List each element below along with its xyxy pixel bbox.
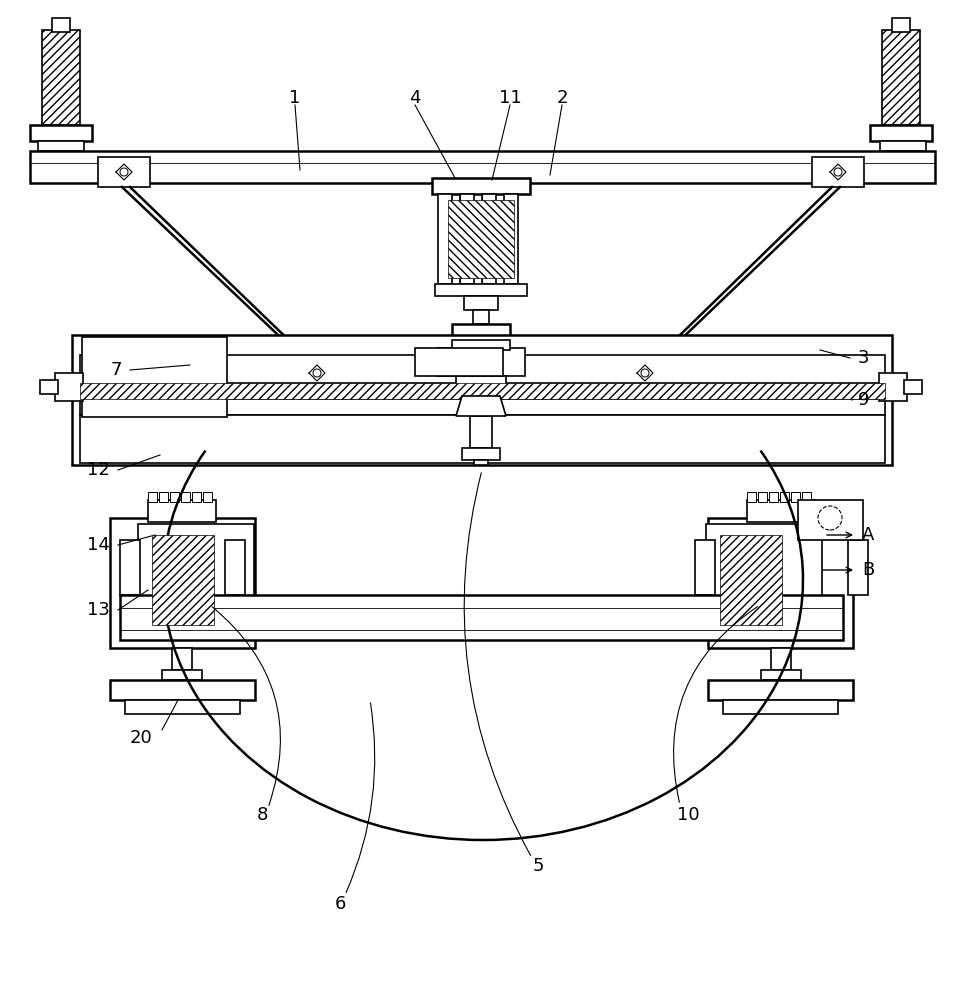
Bar [152, 535, 214, 625]
Bar [38, 141, 84, 151]
Bar [225, 540, 245, 595]
Bar [110, 518, 255, 648]
Bar [791, 492, 800, 502]
Bar [780, 492, 789, 502]
Bar [464, 338, 498, 348]
Bar [474, 460, 488, 465]
Bar [148, 500, 216, 522]
Bar [72, 335, 892, 465]
Bar [747, 500, 815, 522]
Bar [438, 194, 452, 284]
Bar [172, 648, 192, 670]
Text: A: A [862, 526, 874, 544]
Bar [462, 448, 500, 460]
Bar [723, 700, 838, 714]
Bar [708, 680, 853, 700]
Bar [706, 524, 822, 640]
Bar [148, 492, 157, 502]
Bar [473, 310, 489, 324]
Text: 6: 6 [334, 895, 346, 913]
Bar [470, 416, 492, 448]
Bar [456, 376, 506, 396]
Text: 2: 2 [556, 89, 568, 107]
Bar [110, 680, 255, 700]
Bar [761, 670, 801, 680]
Bar [631, 362, 659, 384]
Bar [870, 125, 932, 141]
Bar [798, 500, 863, 540]
Bar [802, 492, 811, 502]
Bar [30, 151, 935, 183]
Bar [460, 194, 474, 284]
Bar [80, 355, 885, 383]
Bar [82, 337, 227, 417]
Text: 4: 4 [410, 89, 421, 107]
Bar [708, 518, 853, 648]
Bar [812, 157, 864, 187]
Bar [720, 535, 782, 625]
Circle shape [120, 168, 128, 176]
Bar [695, 540, 715, 595]
Bar [848, 540, 868, 595]
Bar [452, 340, 510, 350]
Bar [203, 492, 212, 502]
Polygon shape [456, 396, 506, 416]
Text: 9: 9 [858, 391, 869, 409]
Text: 8: 8 [256, 806, 268, 824]
Text: 10: 10 [677, 806, 699, 824]
Bar [879, 373, 907, 401]
Bar [880, 141, 926, 151]
Bar [415, 348, 503, 376]
Bar [435, 284, 527, 296]
Bar [758, 492, 767, 502]
Circle shape [834, 168, 842, 176]
Bar [30, 125, 92, 141]
Text: 14: 14 [87, 536, 110, 554]
Bar [138, 524, 254, 640]
Bar [882, 30, 920, 125]
Bar [464, 296, 498, 310]
Text: 7: 7 [110, 361, 122, 379]
Circle shape [818, 506, 842, 530]
Bar [181, 492, 190, 502]
Bar [125, 700, 240, 714]
Bar [120, 540, 140, 595]
Bar [80, 383, 885, 399]
Text: 20: 20 [129, 729, 152, 747]
Bar [80, 399, 885, 415]
Bar [55, 373, 83, 401]
Text: 11: 11 [498, 89, 522, 107]
Bar [162, 670, 202, 680]
Bar [747, 492, 756, 502]
Text: 13: 13 [87, 601, 110, 619]
Text: 12: 12 [87, 461, 110, 479]
Bar [80, 415, 885, 463]
Bar [52, 18, 70, 32]
Bar [448, 200, 514, 278]
Bar [904, 380, 922, 394]
Bar [482, 194, 496, 284]
Text: 3: 3 [858, 349, 869, 367]
Bar [120, 595, 843, 640]
Text: 1: 1 [289, 89, 300, 107]
Bar [40, 380, 58, 394]
Bar [771, 648, 791, 670]
Bar [159, 492, 168, 502]
Text: B: B [862, 561, 874, 579]
Bar [170, 492, 179, 502]
Bar [452, 324, 510, 338]
Bar [192, 492, 201, 502]
Bar [98, 157, 150, 187]
Bar [769, 492, 778, 502]
Bar [303, 362, 331, 384]
Bar [892, 18, 910, 32]
Circle shape [313, 369, 321, 377]
Text: 5: 5 [532, 857, 544, 875]
Circle shape [641, 369, 649, 377]
Bar [504, 194, 518, 284]
Bar [432, 178, 530, 194]
Bar [42, 30, 80, 125]
Bar [437, 348, 525, 376]
